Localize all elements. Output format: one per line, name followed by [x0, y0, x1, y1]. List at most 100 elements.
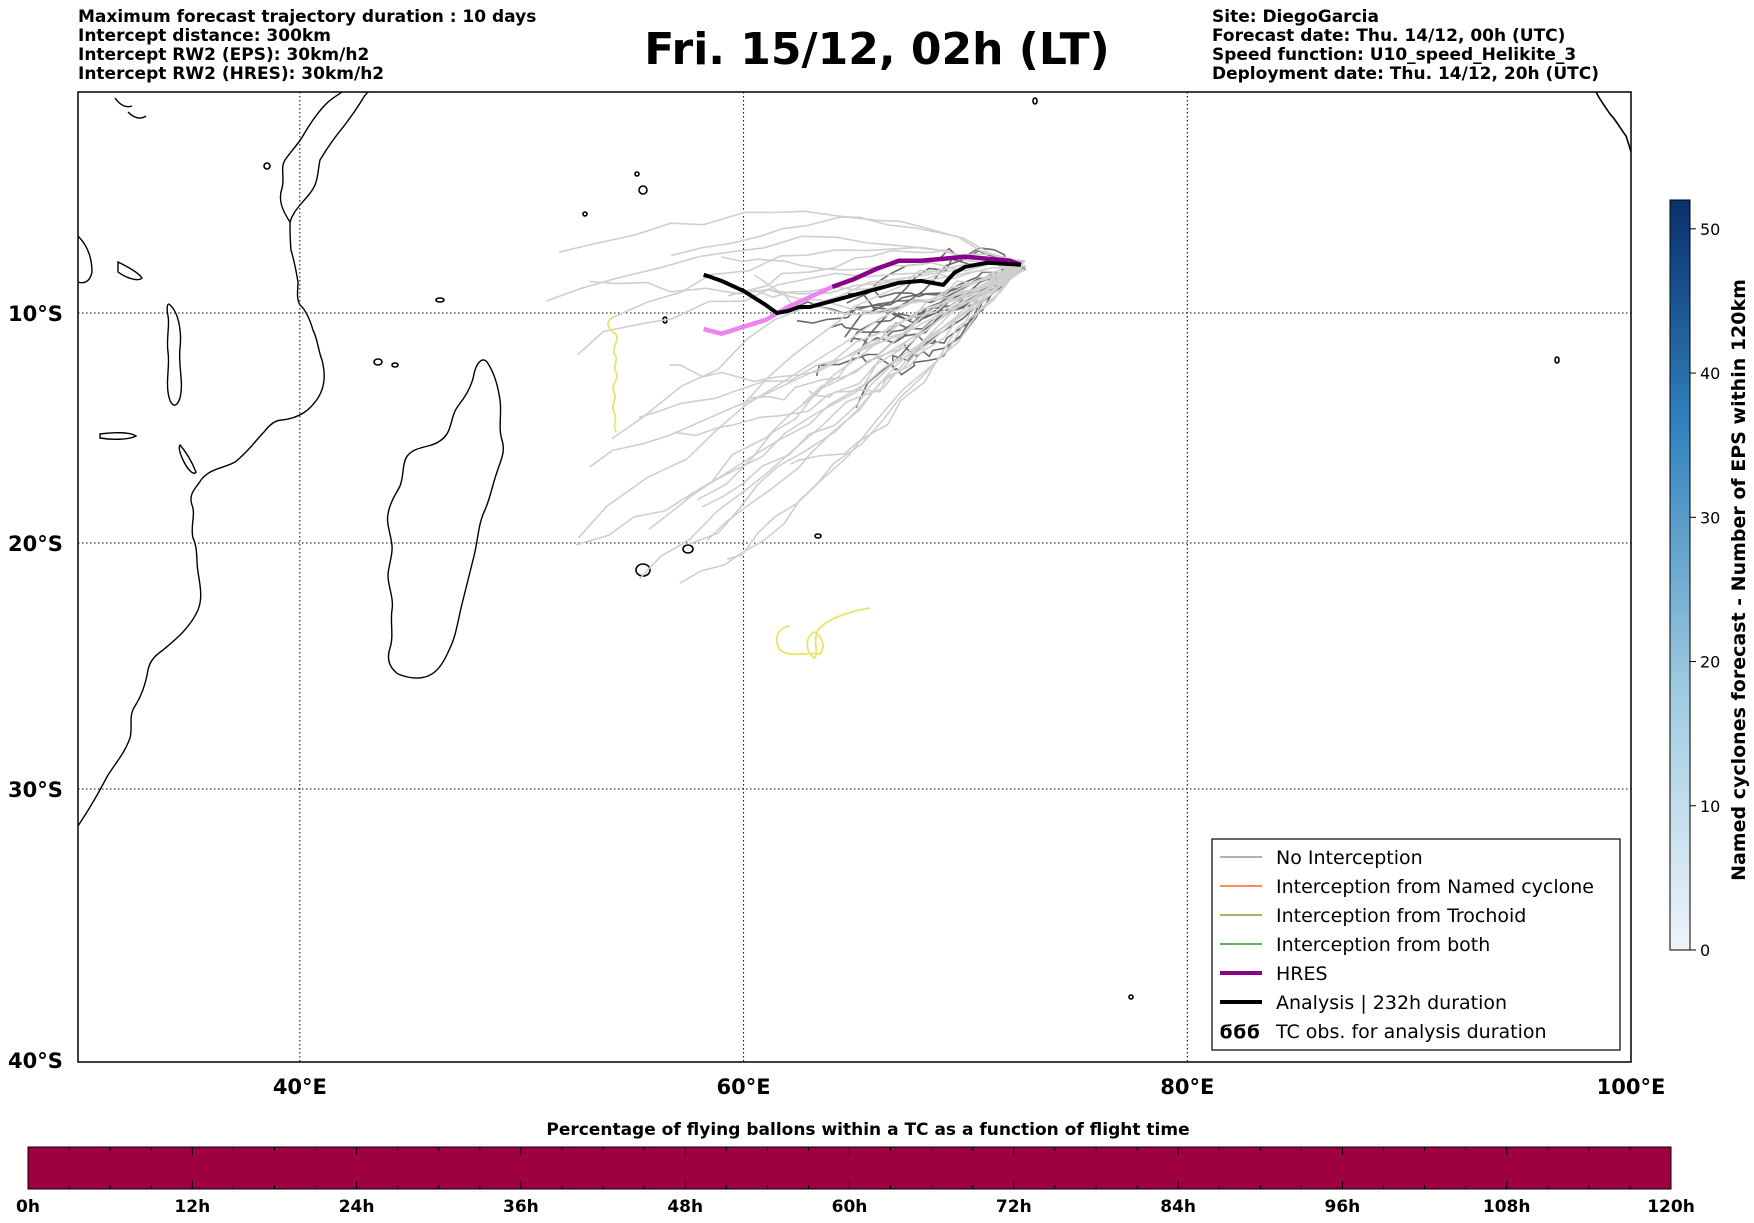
eps-track [679, 260, 1022, 584]
header-right-line: Speed function: U10_speed_Helikite_3 [1212, 45, 1577, 65]
header-left-line: Intercept RW2 (HRES): 30km/h2 [78, 64, 385, 84]
agalega-island [582, 211, 588, 217]
africa-coastline [78, 92, 369, 827]
legend: No Interception Interception from Named c… [1211, 838, 1621, 1051]
legend-label: Analysis | 232h duration [1276, 992, 1507, 1014]
latitude-label: 40°S [8, 1049, 63, 1073]
flight-time-bar-title: Percentage of flying ballons within a TC… [546, 1120, 1189, 1140]
madagascar-coastline [386, 359, 505, 679]
flight-time-bar: Percentage of flying ballons within a TC… [16, 1120, 1695, 1217]
eps-trajectories [546, 210, 1027, 584]
legend-box [1211, 838, 1621, 1051]
trochoid-tracks [607, 317, 871, 660]
header-right-line: Forecast date: Thu. 14/12, 00h (UTC) [1212, 26, 1566, 46]
eps-track [726, 268, 1025, 560]
eps-track [639, 264, 1024, 579]
timebar-label: 0h [16, 1197, 40, 1217]
longitude-label: 40°E [273, 1075, 327, 1099]
eps-track [790, 265, 1022, 465]
aldabra-island [435, 297, 445, 303]
eps-track [753, 260, 1026, 314]
analysis-track [703, 260, 1022, 315]
timebar-label: 36h [503, 1197, 539, 1217]
latitude-label: 10°S [8, 302, 63, 326]
eps-track [802, 259, 1018, 404]
lake-tanganyika [117, 260, 143, 281]
header-left-line: Intercept RW2 (EPS): 30km/h2 [78, 45, 370, 65]
mauritius-island [682, 544, 694, 554]
header-right-info: Site: DiegoGarcia Forecast date: Thu. 14… [1212, 8, 1599, 84]
axis-labels: 40°E 60°E 80°E 100°E 10°S 20°S 30°S 40°S [8, 302, 1665, 1099]
timebar-label: 48h [667, 1197, 703, 1217]
colorbar-tick-label: 0 [1700, 941, 1710, 960]
hres-track-early [703, 284, 834, 336]
eps-track [739, 248, 1016, 294]
eps-track [796, 259, 1024, 324]
colorbar-scale [1669, 199, 1691, 951]
africa-horn-coast [279, 92, 343, 223]
main-trajectories [703, 254, 1022, 336]
colorbar-tick-label: 30 [1700, 508, 1720, 527]
chagos-island [1554, 356, 1560, 364]
header-right-line: Site: DiegoGarcia [1212, 7, 1379, 27]
timebar-label: 12h [174, 1197, 210, 1217]
legend-label: Interception from both [1276, 934, 1490, 956]
longitude-label: 80°E [1160, 1075, 1214, 1099]
eps-track [696, 259, 1025, 501]
timebar-label: 60h [832, 1197, 868, 1217]
coastlines [78, 92, 505, 827]
eps-track [670, 216, 1027, 269]
amsterdam-island [1128, 994, 1134, 1000]
page-title: Fri. 15/12, 02h (LT) [644, 24, 1110, 75]
comoros-island [373, 358, 383, 366]
eps-track [575, 268, 1022, 546]
header-left-line: Intercept distance: 300km [78, 26, 331, 46]
eps-track [669, 268, 1027, 383]
graticule [78, 92, 1631, 1062]
eps-track [577, 260, 1017, 356]
seychelles-island [634, 171, 640, 177]
hres-track [831, 254, 1022, 289]
legend-symbol: ϭϭϭ [1219, 1021, 1260, 1043]
colorbar-tick-label: 40 [1700, 364, 1720, 383]
longitude-label: 60°E [717, 1075, 771, 1099]
timebar-label: 96h [1325, 1197, 1361, 1217]
legend-label: HRES [1276, 963, 1328, 985]
header-right-line: Deployment date: Thu. 14/12, 20h (UTC) [1212, 64, 1599, 84]
header-left-info: Maximum forecast trajectory duration : 1… [78, 8, 536, 84]
sahara-lakes [114, 97, 147, 119]
map-frame [77, 91, 1632, 1063]
lake-victoria [166, 303, 183, 406]
seychelles-island [638, 185, 648, 195]
legend-label: No Interception [1276, 847, 1423, 869]
lake-malawi [178, 443, 197, 474]
rodrigues-island [814, 533, 822, 539]
colorbar-label: Named cyclones forecast - Number of EPS … [1728, 279, 1750, 881]
pemba-island [263, 162, 271, 170]
colorbar-tick-label: 20 [1700, 653, 1720, 672]
eps-track [673, 268, 1017, 437]
legend-label: TC obs. for analysis duration [1275, 1021, 1547, 1043]
eps-track [689, 268, 1020, 545]
eps-track [846, 247, 1026, 304]
timebar-label: 72h [996, 1197, 1032, 1217]
colorbar-tick-label: 10 [1700, 797, 1720, 816]
eps-track [815, 265, 1025, 377]
legend-label: Interception from Trochoid [1276, 905, 1526, 927]
eps-track [701, 264, 1023, 508]
islands [263, 92, 1631, 1000]
colorbar: 0 10 20 30 40 50 Named cyclones forecast - Nu… [1669, 199, 1750, 960]
comoros-island [391, 362, 399, 368]
timebar-label: 24h [339, 1197, 375, 1217]
arabia-coast-fragment [1595, 92, 1631, 153]
latitude-label: 20°S [8, 532, 63, 556]
longitude-label: 100°E [1597, 1075, 1666, 1099]
latitude-label: 30°S [8, 778, 63, 802]
timebar-label: 84h [1160, 1197, 1196, 1217]
lake-small-shape [99, 431, 138, 441]
trochoid-track [775, 607, 871, 660]
maldives-island [1032, 97, 1038, 105]
colorbar-tick-label: 50 [1700, 220, 1720, 239]
legend-label: Interception from Named cyclone [1276, 876, 1594, 898]
